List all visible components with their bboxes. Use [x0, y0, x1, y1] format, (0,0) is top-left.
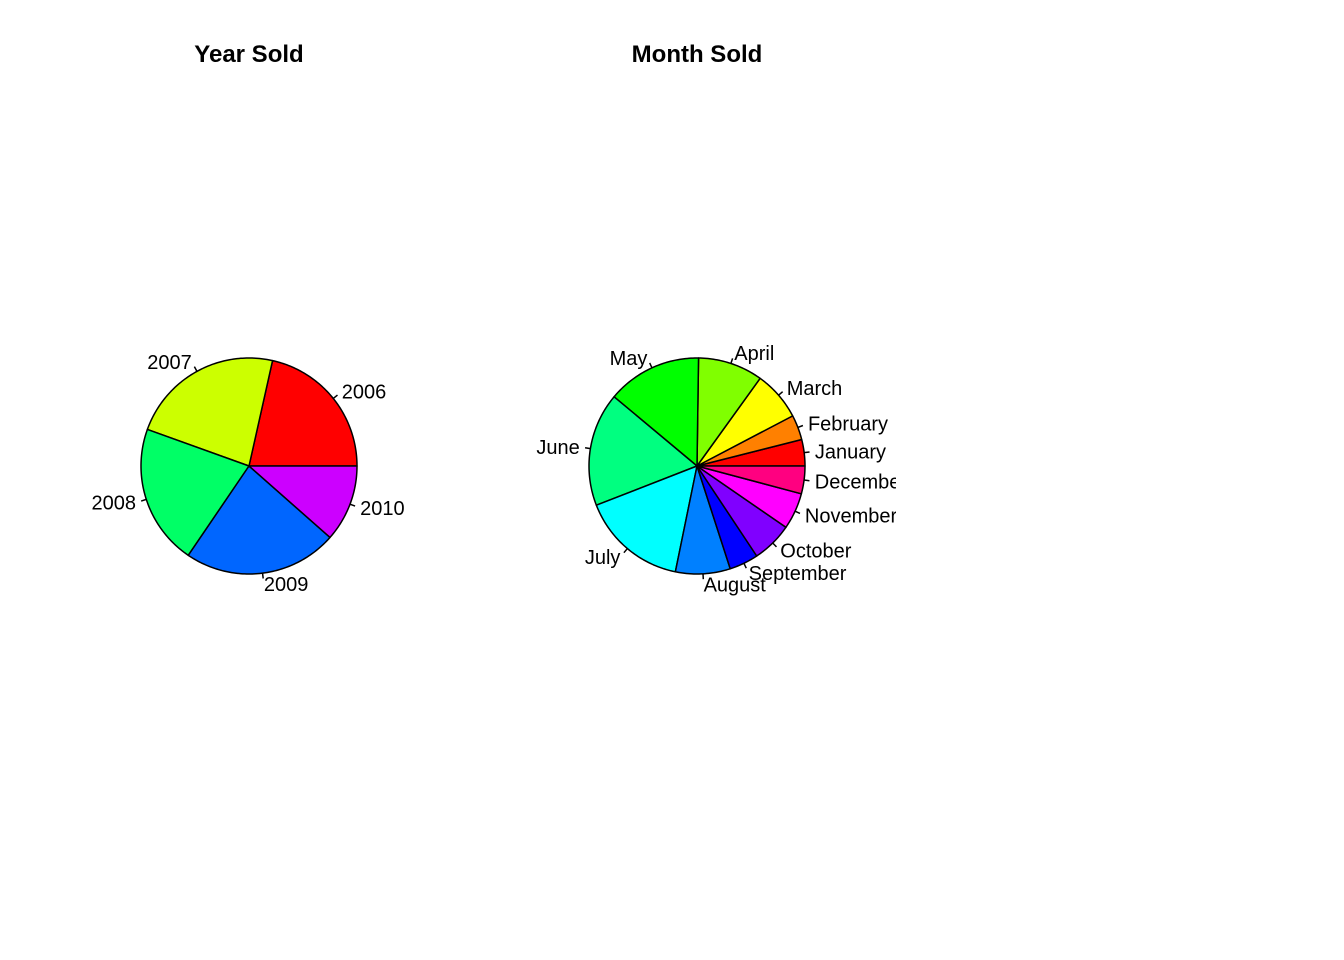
label-tick-june: [584, 446, 591, 450]
pie-slice-2009: [187, 465, 331, 575]
label-tick-2007: [193, 366, 198, 372]
slice-label-july: July: [585, 547, 621, 569]
pie-slice-december: [696, 465, 806, 495]
slice-label-september: September: [749, 563, 847, 585]
label-tick-2010: [349, 503, 356, 507]
slice-label-2010: 2010: [360, 498, 405, 520]
slice-label-2007: 2007: [147, 352, 192, 374]
slice-label-march: March: [787, 378, 843, 400]
slice-label-october: October: [780, 541, 851, 563]
month-sold-title: Month Sold: [632, 41, 763, 68]
year-sold-labels: 2006 2007 2008 2009 2010: [92, 352, 405, 596]
slice-label-november: November: [805, 506, 898, 528]
label-tick-december: [803, 479, 810, 482]
year-sold-title: Year Sold: [194, 41, 303, 68]
slice-label-2008: 2008: [92, 493, 137, 515]
slice-label-january: January: [815, 441, 886, 463]
slice-label-2009: 2009: [264, 574, 309, 596]
label-tick-october: [772, 542, 778, 548]
label-tick-april: [730, 358, 734, 364]
label-tick-2009: [261, 573, 264, 579]
label-tick-september: [743, 562, 747, 569]
slice-label-june: June: [536, 437, 579, 459]
label-tick-february: [797, 424, 804, 429]
month-sold-pie-panel: Month Sold JanuaryFebruaryMarchAprilMayJ…: [536, 41, 908, 597]
slice-label-december: December: [815, 471, 908, 493]
label-tick-march: [778, 391, 784, 396]
year-sold-pie-panel: Year Sold 2006 2007 2008 2009 2010: [92, 41, 405, 596]
pie-slice-march: [696, 377, 794, 467]
month-sold-labels: January February March April May June July Augu…: [536, 343, 908, 597]
pie-slice-may: [613, 357, 700, 467]
label-tick-2008: [140, 498, 147, 502]
pie-slice-april: [696, 357, 761, 467]
month-sold-slices: [588, 357, 806, 575]
slice-label-2006: 2006: [342, 382, 387, 404]
label-tick-november: [794, 510, 801, 515]
label-tick-july: [623, 548, 628, 554]
year-sold-slices: [140, 357, 358, 575]
pie-slice-2007: [146, 357, 274, 467]
label-tick-may: [648, 362, 653, 369]
slice-label-may: May: [610, 348, 648, 370]
label-tick-2006: [332, 394, 338, 400]
label-tick-january: [804, 451, 810, 454]
slice-label-april: April: [734, 343, 774, 365]
slice-label-august: August: [704, 575, 767, 597]
slice-label-february: February: [808, 414, 888, 436]
